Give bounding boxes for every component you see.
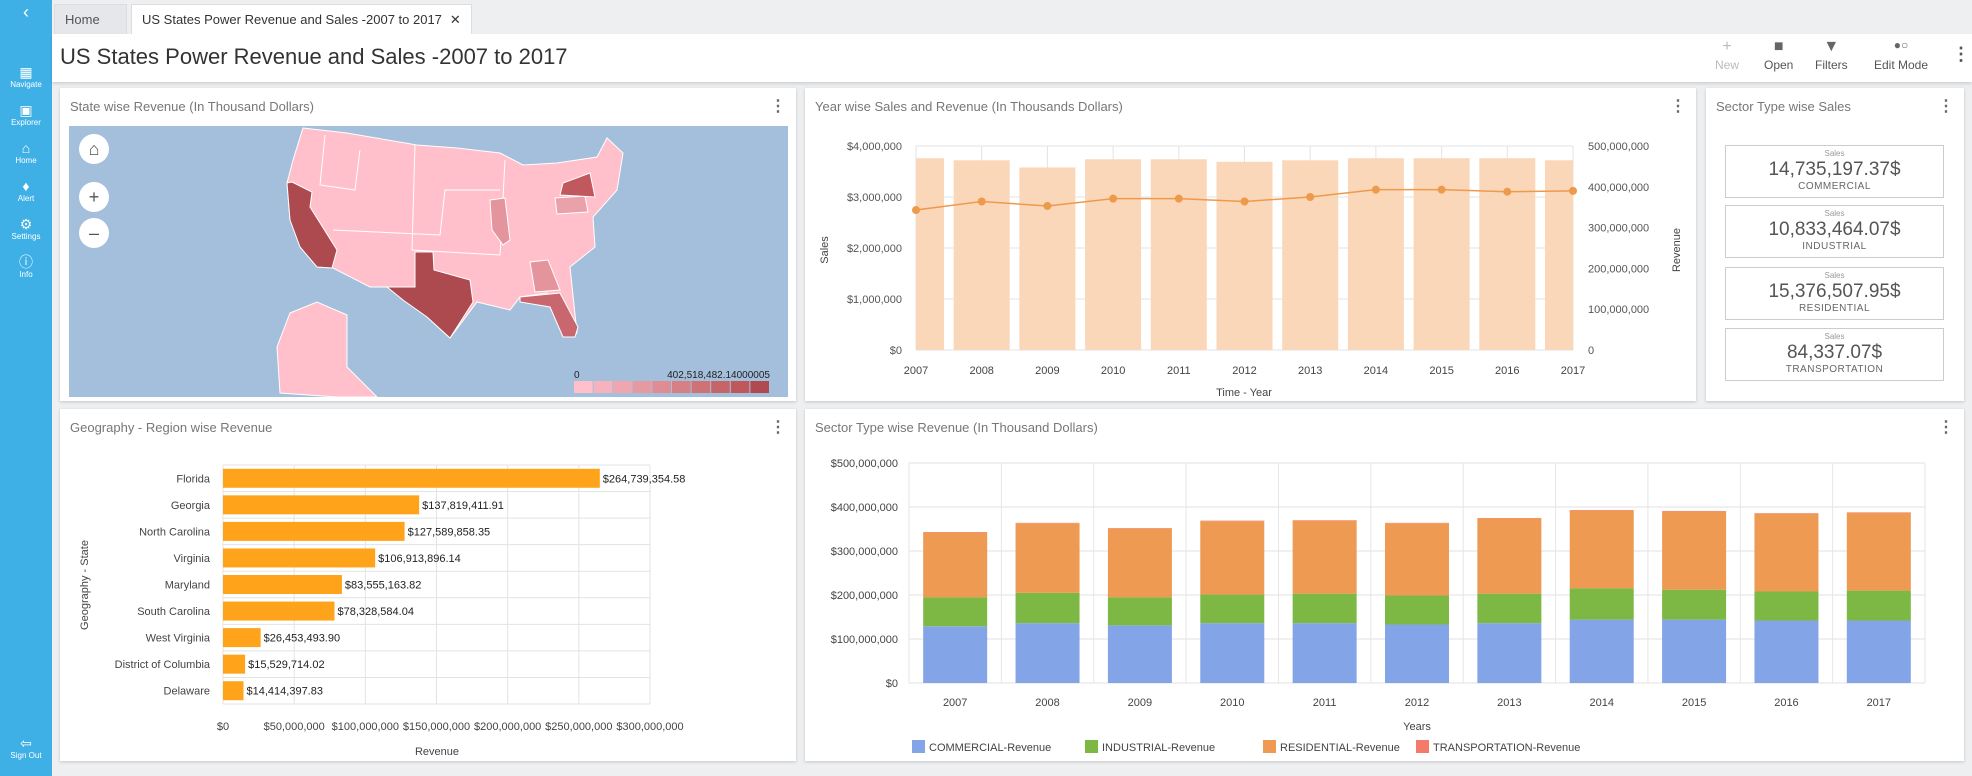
- sidebar-item-settings[interactable]: ⚙ Settings: [0, 216, 52, 241]
- panel-title: Geography - Region wise Revenue: [70, 420, 273, 435]
- panel-title: Sector Type wise Revenue (In Thousand Do…: [815, 420, 1098, 435]
- sign-out-icon: ⇦: [20, 735, 32, 751]
- kpi-value: 10,833,464.07$: [1768, 219, 1901, 240]
- sidebar-item-label: Navigate: [10, 80, 42, 89]
- info-icon: ⓘ: [19, 254, 33, 270]
- open-label: Open: [1764, 58, 1794, 72]
- panel-menu-icon[interactable]: ⋮: [1938, 98, 1954, 115]
- bell-icon: ♦: [22, 178, 30, 194]
- panel-menu-icon[interactable]: ⋮: [1670, 98, 1686, 115]
- sidebar-item-info[interactable]: ⓘ Info: [0, 254, 52, 279]
- tab-dashboard[interactable]: US States Power Revenue and Sales -2007 …: [131, 4, 472, 34]
- plus-icon: +: [88, 187, 100, 207]
- kpi-card-transportation: Sales 84,337.07$ TRANSPORTATION: [1725, 328, 1944, 381]
- toggle-icon: ●○: [1893, 38, 1909, 52]
- zoom-out-button[interactable]: –: [79, 218, 109, 248]
- sidebar-item-navigate[interactable]: ▦ Navigate: [0, 64, 52, 89]
- grid-icon: ▦: [19, 64, 33, 80]
- kpi-value: 14,735,197.37$: [1768, 159, 1901, 180]
- edit-mode-label: Edit Mode: [1874, 58, 1929, 72]
- gear-icon: ⚙: [19, 216, 33, 232]
- home-icon: ⌂: [21, 140, 31, 156]
- edit-mode-toggle[interactable]: ●○ Edit Mode: [1874, 38, 1928, 72]
- state-revenue-panel: State wise Revenue (In Thousand Dollars)…: [60, 88, 796, 401]
- filters-button[interactable]: ▼ Filters: [1815, 38, 1848, 72]
- tab-label: US States Power Revenue and Sales -2007 …: [142, 12, 442, 27]
- kpi-sector: TRANSPORTATION: [1785, 364, 1884, 375]
- close-tab-icon[interactable]: ✕: [449, 12, 461, 27]
- sign-out-button[interactable]: ⇦ Sign Out: [0, 735, 52, 760]
- filters-label: Filters: [1815, 58, 1848, 72]
- kpi-card-residential: Sales 15,376,507.95$ RESIDENTIAL: [1725, 267, 1944, 320]
- kpi-sector: RESIDENTIAL: [1798, 303, 1871, 314]
- sidebar-item-label: Alert: [17, 194, 35, 203]
- panel-title: Year wise Sales and Revenue (In Thousand…: [815, 99, 1123, 114]
- new-label: New: [1715, 58, 1740, 72]
- folder-icon: ▣: [19, 102, 33, 118]
- map-home-button[interactable]: ⌂: [79, 134, 109, 164]
- tab-home[interactable]: Home: [54, 4, 127, 34]
- kpi-sector: COMMERCIAL: [1798, 181, 1871, 192]
- region-revenue-panel: Geography - Region wise Revenue ⋮: [60, 409, 796, 761]
- kpi-label: Sales: [1824, 271, 1845, 280]
- kpi-card-commercial: Sales 14,735,197.37$ COMMERCIAL: [1725, 145, 1944, 198]
- kpi-sector: INDUSTRIAL: [1802, 241, 1867, 252]
- open-button[interactable]: ■ Open: [1764, 38, 1793, 72]
- home-icon: ⌂: [88, 139, 100, 159]
- collapse-sidebar-button[interactable]: ‹: [0, 2, 52, 23]
- filter-icon: ▼: [1823, 38, 1840, 55]
- folder-icon: ■: [1773, 38, 1784, 55]
- kpi-label: Sales: [1824, 209, 1845, 218]
- panel-title: State wise Revenue (In Thousand Dollars): [70, 99, 314, 114]
- panel-title: Sector Type wise Sales: [1716, 99, 1851, 114]
- page-title: US States Power Revenue and Sales -2007 …: [60, 44, 568, 69]
- sector-revenue-panel: Sector Type wise Revenue (In Thousand Do…: [805, 409, 1964, 761]
- panel-menu-icon[interactable]: ⋮: [1938, 419, 1954, 436]
- sidebar-item-alert[interactable]: ♦ Alert: [0, 178, 52, 203]
- chevron-left-icon: ‹: [23, 2, 29, 22]
- kpi-value: 15,376,507.95$: [1768, 281, 1901, 302]
- more-options-icon[interactable]: ⋮: [1952, 44, 1970, 64]
- zoom-in-button[interactable]: +: [79, 182, 109, 212]
- sidebar-item-label: Info: [19, 270, 33, 279]
- sidebar: ‹ ▦ Navigate ▣ Explorer ⌂ Home ♦ Alert ⚙ Sett…: [0, 0, 52, 776]
- kpi-label: Sales: [1824, 332, 1845, 341]
- plus-icon: +: [1722, 38, 1732, 55]
- panel-menu-icon[interactable]: ⋮: [770, 419, 786, 436]
- sidebar-item-label: Settings: [11, 232, 41, 241]
- new-button[interactable]: + New: [1715, 38, 1739, 72]
- us-map[interactable]: ⌂ + –: [69, 126, 788, 397]
- header: US States Power Revenue and Sales -2007 …: [52, 34, 1972, 82]
- kpi-label: Sales: [1824, 149, 1845, 158]
- sidebar-item-label: Explorer: [11, 118, 41, 127]
- yearwise-panel: Year wise Sales and Revenue (In Thousand…: [805, 88, 1696, 401]
- sidebar-item-home[interactable]: ⌂ Home: [0, 140, 52, 165]
- panel-menu-icon[interactable]: ⋮: [770, 98, 786, 115]
- kpi-card-industrial: Sales 10,833,464.07$ INDUSTRIAL: [1725, 205, 1944, 258]
- sign-out-label: Sign Out: [10, 751, 42, 760]
- sector-sales-panel: Sector Type wise Sales ⋮ Sales 14,735,197…: [1706, 88, 1964, 401]
- sidebar-item-label: Home: [15, 156, 37, 165]
- kpi-value: 84,337.07$: [1786, 342, 1883, 363]
- tab-bar: Home US States Power Revenue and Sales -…: [52, 0, 1972, 34]
- sidebar-item-explorer[interactable]: ▣ Explorer: [0, 102, 52, 127]
- minus-icon: –: [88, 223, 99, 243]
